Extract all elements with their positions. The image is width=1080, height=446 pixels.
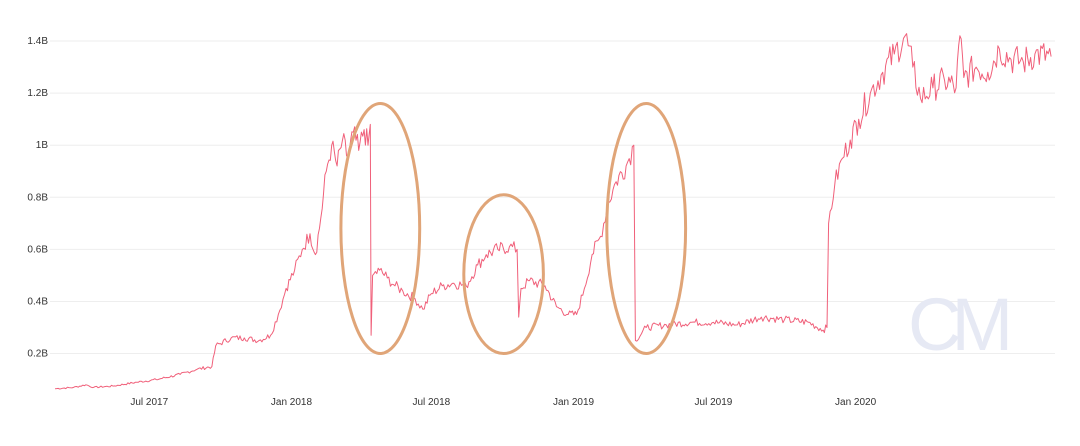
x-tick-label: Jan 2020 <box>835 397 877 408</box>
y-tick-label: 0.4B <box>27 296 48 307</box>
x-tick-label: Jul 2017 <box>130 397 168 408</box>
annotation-layer <box>339 102 688 356</box>
watermark-logo: CM <box>908 283 1017 366</box>
y-tick-label: 0.2B <box>27 349 48 360</box>
x-tick-label: Jul 2019 <box>695 397 733 408</box>
annotation-ellipse <box>339 102 422 355</box>
watermark-text: CM <box>908 283 1007 366</box>
y-axis-tick-labels: 0.2B 0.4B 0.6B 0.8B 1B 1.2B 1.4B <box>27 36 48 360</box>
x-tick-label: Jan 2019 <box>553 397 595 408</box>
y-tick-label: 1.4B <box>27 36 48 47</box>
annotation-ellipse <box>462 193 545 356</box>
annotation-ellipse <box>605 102 688 355</box>
y-tick-label: 1.2B <box>27 88 48 99</box>
x-tick-label: Jan 2018 <box>271 397 313 408</box>
y-tick-label: 0.8B <box>27 192 48 203</box>
series-line <box>54 33 1052 390</box>
x-tick-label: Jul 2018 <box>412 397 450 408</box>
grid-lines <box>50 40 1055 355</box>
series-layer <box>54 33 1052 390</box>
y-tick-label: 1B <box>36 140 49 151</box>
x-axis-tick-labels: Jul 2017 Jan 2018 Jul 2018 Jan 2019 Jul 2019… <box>130 397 876 408</box>
y-tick-label: 0.6B <box>27 244 48 255</box>
